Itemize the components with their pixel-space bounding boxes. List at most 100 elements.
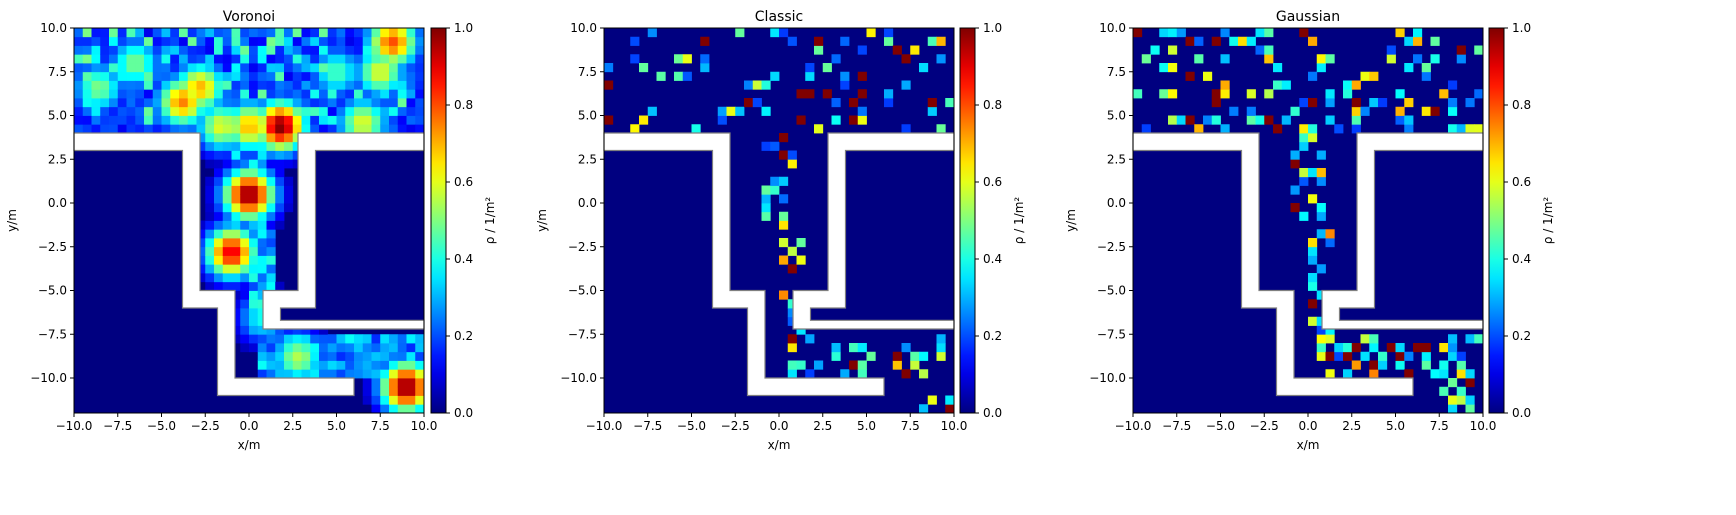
colorbar-tick-label: 0.6 (983, 175, 1002, 189)
heatmap-cell (787, 246, 797, 256)
heatmap-cell (1316, 150, 1326, 160)
colorbar-tick-label: 0.0 (1512, 406, 1531, 420)
heatmap-cell (301, 54, 311, 64)
heatmap-cell (266, 159, 276, 169)
heatmap-cell (82, 54, 92, 64)
heatmap-cell (380, 54, 390, 64)
y-tick-label: −2.5 (38, 240, 67, 254)
heatmap-cell (161, 106, 171, 116)
heatmap-cell (345, 71, 355, 81)
heatmap-cell (1448, 395, 1458, 405)
colorbar-tick-label: 0.8 (454, 98, 473, 112)
heatmap-cell (135, 106, 145, 116)
heatmap-cell (179, 63, 189, 73)
heatmap-cell (1325, 334, 1335, 344)
heatmap-cell (831, 115, 841, 125)
heatmap-cell (275, 133, 285, 143)
heatmap-cell (135, 45, 145, 55)
heatmap-cell (336, 36, 346, 46)
heatmap-cell (327, 45, 337, 55)
heatmap-cell (91, 106, 101, 116)
heatmap-cell (415, 378, 425, 388)
heatmap-cell (196, 71, 206, 81)
heatmap-cell (362, 36, 372, 46)
heatmap-cell (284, 98, 294, 108)
heatmap-cell (1413, 343, 1423, 353)
heatmap-cell (205, 54, 215, 64)
heatmap-cell (1273, 63, 1283, 73)
heatmap-cell (187, 45, 197, 55)
heatmap-cell (214, 281, 224, 291)
heatmap-cell (249, 63, 259, 73)
heatmap-cell (1421, 343, 1431, 353)
heatmap-cell (301, 360, 311, 370)
heatmap-cell (275, 334, 285, 344)
heatmap-cell (1351, 124, 1361, 134)
x-tick-label: 7.5 (371, 419, 390, 433)
heatmap-cell (336, 63, 346, 73)
heatmap-cell (787, 308, 797, 318)
heatmap-cell (292, 98, 302, 108)
heatmap-cell (406, 89, 416, 99)
heatmap-cell (406, 71, 416, 81)
colorbar-tick-label: 0.6 (1512, 175, 1531, 189)
heatmap-cell (161, 98, 171, 108)
heatmap-cell (284, 360, 294, 370)
heatmap-cell (1448, 80, 1458, 90)
heatmap-cell (266, 36, 276, 46)
heatmap-cell (266, 369, 276, 379)
y-tick-label: 7.5 (1107, 65, 1126, 79)
heatmap-cell (222, 124, 232, 134)
heatmap-cell (362, 386, 372, 396)
heatmap-cell (152, 98, 162, 108)
heatmap-cell (1211, 98, 1221, 108)
heatmap-cell (292, 89, 302, 99)
heatmap-cell (1246, 115, 1256, 125)
heatmap-cell (415, 54, 425, 64)
heatmap-cell (1316, 211, 1326, 221)
heatmap-cell (354, 351, 364, 361)
heatmap-cell (371, 351, 381, 361)
heatmap-cell (249, 343, 259, 353)
heatmap-cell (196, 220, 206, 230)
heatmap-cell (214, 194, 224, 204)
heatmap-cell (126, 36, 136, 46)
heatmap-cell (292, 369, 302, 379)
heatmap-cell (1264, 45, 1274, 55)
heatmap-cell (319, 71, 329, 81)
heatmap-cell (397, 63, 407, 73)
heatmap-cell (336, 334, 346, 344)
heatmap-cell (389, 63, 399, 73)
heatmap-cell (266, 80, 276, 90)
heatmap-cell (231, 124, 241, 134)
heatmap-cell (249, 220, 259, 230)
heatmap-cell (1456, 360, 1466, 370)
heatmap-cell (284, 203, 294, 213)
heatmap-cell (805, 369, 815, 379)
heatmap-cell (354, 63, 364, 73)
heatmap-cell (1255, 115, 1265, 125)
heatmap-cell (406, 351, 416, 361)
heatmap-cell (161, 71, 171, 81)
heatmap-cell (301, 115, 311, 125)
heatmap-cell (779, 220, 789, 230)
heatmap-cell (257, 54, 267, 64)
y-tick-label: −5.0 (568, 284, 597, 298)
heatmap-cell (257, 238, 267, 248)
heatmap-cell (371, 334, 381, 344)
y-axis-label: y/m (1064, 209, 1078, 232)
heatmap-cell (249, 246, 259, 256)
heatmap-cell (91, 98, 101, 108)
heatmap-cell (240, 63, 250, 73)
heatmap-cell (179, 45, 189, 55)
heatmap-cell (1325, 369, 1335, 379)
x-tick-label: −10.0 (56, 419, 93, 433)
heatmap-cell (257, 281, 267, 291)
heatmap-cell (82, 98, 92, 108)
heatmap-cell (126, 54, 136, 64)
heatmap-cell (796, 255, 806, 265)
heatmap-cell (406, 106, 416, 116)
heatmap-cell (144, 124, 154, 134)
heatmap-cell (1246, 36, 1256, 46)
heatmap-cell (187, 115, 197, 125)
